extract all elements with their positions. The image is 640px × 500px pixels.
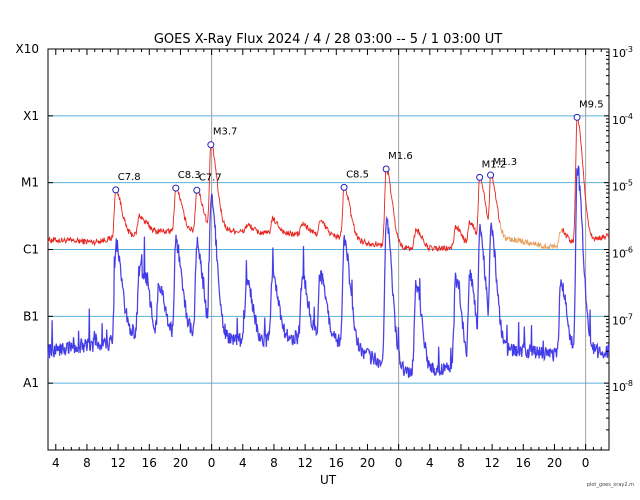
x-tick-label: 16 [142,456,157,470]
flare-label: M1.6 [388,151,413,162]
flare-label: M1.3 [493,157,518,168]
y-tick-label: C1 [23,243,39,257]
y-right-tick-exponent: -5 [625,179,633,188]
x-tick-label: 4 [52,456,60,470]
x-tick-label: 12 [297,456,312,470]
y-tick-label: X10 [16,42,40,56]
y-tick-label: B1 [23,309,39,323]
series-long-line [47,143,501,253]
flare-marker [487,171,495,179]
x-tick-label: 8 [83,456,91,470]
flare-marker [193,186,201,194]
y-right-tick-label: 10 [612,181,626,194]
flare-label: C8.5 [346,169,369,180]
y-right-tick-exponent: -6 [625,246,633,255]
flare-marker [172,184,180,192]
x-tick-label: 16 [329,456,344,470]
x-tick-label: 20 [173,456,188,470]
x-tick-label: 20 [360,456,375,470]
y-right-tick-exponent: -7 [625,312,633,321]
footer-credit: plot_goes_xray2.m [587,482,634,488]
y-tick-label: X1 [23,109,39,123]
y-right-tick-label: 10 [612,47,626,60]
x-tick-label: 12 [484,456,499,470]
x-tick-label: 8 [457,456,465,470]
flare-label: C7.8 [118,172,141,183]
flare-label: M9.5 [579,99,604,110]
y-right-tick-exponent: -3 [625,45,633,54]
y-tick-label: A1 [23,376,39,390]
flare-label: M3.7 [213,127,238,138]
x-tick-label: 12 [110,456,125,470]
y-right-tick-exponent: -8 [625,379,633,388]
y-right-tick-label: 10 [612,314,626,327]
x-tick-label: 4 [239,456,247,470]
flare-label: C7.7 [199,172,222,183]
flare-marker [207,141,215,149]
flare-label: M1.2 [482,159,507,170]
flare-marker [382,165,390,173]
x-tick-label: 20 [547,456,562,470]
y-right-tick-exponent: -4 [625,112,633,121]
flare-marker [340,183,348,191]
chart-title: GOES X-Ray Flux 2024 / 4 / 28 03:00 -- 5… [154,32,502,47]
y-right-tick-label: 10 [612,114,626,127]
x-axis-label: UT [320,473,337,487]
x-tick-label: 0 [208,456,216,470]
flare-marker [573,113,581,121]
flare-marker [476,173,484,181]
y-right-tick-label: 10 [612,248,626,261]
y-right-tick-label: 10 [612,381,626,394]
flare-label: C8.3 [178,170,201,181]
series-short-line [47,165,610,378]
x-tick-label: 0 [582,456,590,470]
flare-marker [112,186,120,194]
x-tick-label: 16 [516,456,531,470]
series-long-gap-line [499,221,563,251]
x-tick-label: 4 [426,456,434,470]
x-tick-label: 0 [395,456,403,470]
y-tick-label: M1 [21,176,39,190]
x-tick-label: 8 [270,456,278,470]
series-long-line [562,116,610,244]
